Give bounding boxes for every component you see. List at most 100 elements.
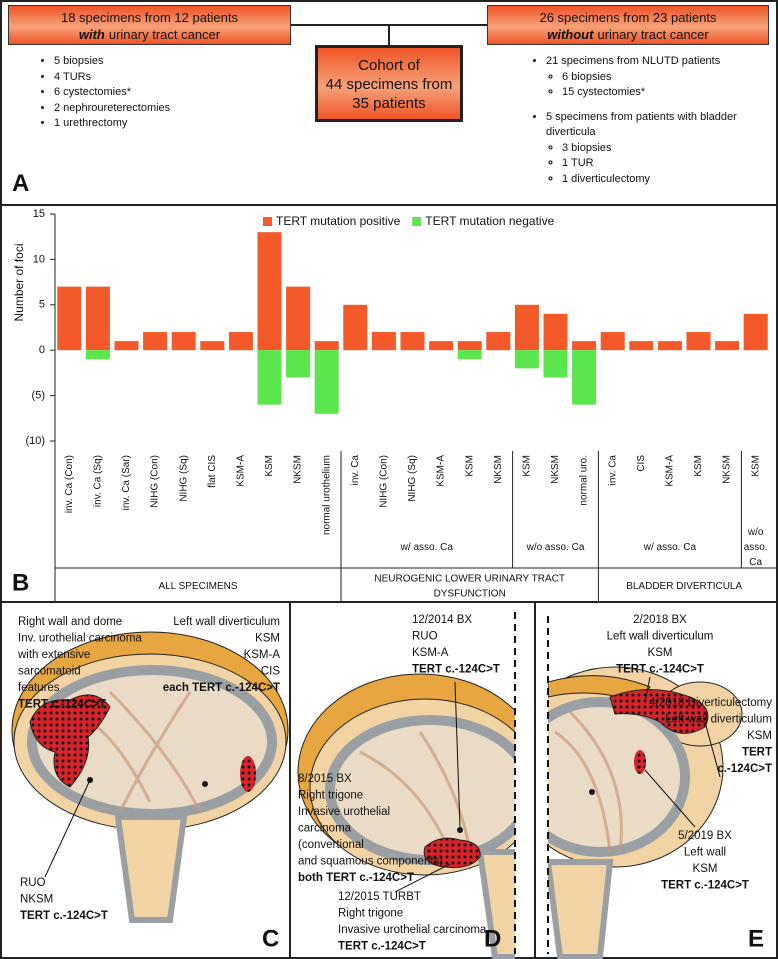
annotation-line: Inv. urothelial carcinoma [18, 633, 142, 645]
annotation-line: features [18, 682, 60, 694]
annotation-line: NKSM [20, 894, 53, 906]
x-tick-label: KSM-A [665, 455, 676, 487]
bladder-e [548, 666, 743, 959]
box-text: urinary tract cancer [108, 27, 221, 42]
bar [114, 341, 139, 351]
bar [543, 313, 568, 351]
x-tick-label: KSM [693, 455, 704, 477]
x-tick-label: CIS [636, 455, 647, 472]
list: 21 specimens from NLUTD patients 6 biops… [530, 54, 740, 187]
list-item: 2 nephroureterectomies [54, 101, 278, 117]
x-tick-label: NIHG (Con) [150, 455, 161, 508]
bar [85, 350, 110, 360]
y-tick-label: (10) [25, 435, 45, 447]
cohort-box: Cohort of 44 specimens from 35 patients [315, 45, 463, 122]
x-tick-label: KSM [522, 455, 533, 477]
legend-swatch [263, 217, 272, 226]
bar [257, 350, 282, 405]
x-tick-label: inv. Ca [607, 455, 618, 486]
list-item: 1 TUR [562, 156, 740, 172]
annotation-line: RUO [412, 631, 438, 643]
text-line: ALL SPECIMENS [158, 581, 237, 592]
text-line: w/ asso. Ca [643, 542, 697, 553]
panel-label: A [12, 170, 30, 197]
divider [0, 204, 778, 206]
emphasis: with [78, 27, 105, 42]
mutation-line: each TERT c.-124C>T [163, 682, 280, 694]
x-tick-label: NKSM [293, 455, 304, 484]
mutation-line: TERT c.-124C>T [661, 880, 749, 892]
annotation-line: 12/2014 BX [412, 614, 472, 626]
legend-swatch [412, 217, 422, 226]
bar [543, 350, 568, 378]
list-item: 6 cystectomies* [54, 85, 278, 101]
x-tick-label: NKSM [493, 455, 504, 484]
group-label: NEUROGENIC LOWER URINARY TRACT DYSFUNCTIO… [374, 573, 565, 599]
mutation-line: c.-124C>T [717, 763, 772, 775]
pointer [644, 676, 651, 703]
y-tick-label: 5 [39, 299, 45, 311]
group-label: BLADDER DIVERTICULA [626, 581, 742, 592]
bar [514, 304, 539, 351]
x-tick-label: NIHG (Con) [379, 455, 390, 508]
bar [257, 232, 282, 351]
x-tick-label: NIHG (Sq) [178, 455, 189, 502]
x-tick-label: NIHG (Sq) [407, 455, 418, 502]
pointer [644, 769, 696, 828]
item-text: 21 specimens from NLUTD patients [546, 55, 721, 67]
list: 5 biopsies 4 TURs 6 cystectomies* 2 neph… [38, 54, 278, 132]
item-text: 5 specimens from patients with bladder d… [546, 110, 737, 139]
bar [371, 332, 396, 351]
annotation-line: KSM-A [244, 649, 281, 661]
x-tick-label: inv. Ca (Con) [64, 455, 75, 513]
x-tick-label: inv. Ca (Sq) [93, 455, 104, 507]
text-line: w/o asso. Ca [526, 542, 585, 553]
box-line: 35 patients [352, 95, 426, 112]
bar [200, 341, 225, 351]
annotation-line: KSM-A [412, 647, 449, 659]
text-line: w/o [747, 527, 764, 538]
text-line: Ca [749, 557, 762, 568]
annotation-line: and squamous components) [298, 856, 443, 868]
text-line: DYSFUNCTION [434, 588, 506, 599]
bar [715, 341, 740, 351]
panel-label: C [262, 925, 279, 952]
annotation-line: sarcomatoid [18, 666, 81, 678]
pointer [394, 863, 451, 893]
annotation-line: (convertional [298, 839, 364, 851]
legend-label: TERT mutation negative [425, 214, 554, 228]
panel-label: B [12, 569, 29, 596]
x-tick-label: KSM [464, 455, 475, 477]
text-line: asso. [744, 542, 768, 553]
x-tick-label: KSM [750, 455, 761, 477]
bar [314, 350, 339, 414]
annotation-line: 4/2018 Diverticulectomy [649, 697, 772, 709]
panel-label: D [484, 925, 501, 952]
bar [514, 350, 539, 369]
left-box: 18 specimens from 12 patients with urinar… [8, 5, 291, 45]
x-tick-label: NKSM [722, 455, 733, 484]
bar [572, 350, 597, 405]
bar [457, 350, 482, 360]
sub-list: 3 biopsies 1 TUR 1 diverticulectomy [546, 141, 740, 188]
x-tick-label: NKSM [550, 455, 561, 484]
box-line: with urinary tract cancer [9, 26, 290, 43]
list-item: 1 diverticulectomy [562, 172, 740, 188]
annotation-line: CIS [261, 666, 281, 678]
annotation-line: KSM [693, 863, 718, 875]
bar [600, 332, 625, 351]
annotation-line: 8/2015 BX [298, 773, 352, 785]
list-item: 3 biopsies [562, 141, 740, 157]
mutation-line: both TERT c.-124C>T [298, 872, 414, 884]
annotation-line: Right wall and dome [18, 616, 122, 628]
panel-label: E [748, 925, 764, 952]
x-tick-label: inv. Ca (Sar) [121, 455, 132, 510]
annotation-line: 2/2018 BX [633, 614, 687, 626]
list-item: 15 cystectomies* [562, 85, 740, 101]
y-tick-label: 15 [33, 208, 45, 220]
right-list: 21 specimens from NLUTD patients 6 biops… [530, 54, 740, 187]
bar [657, 341, 682, 351]
legend-label: TERT mutation positive [276, 214, 401, 228]
x-tick-label: inv. Ca [350, 455, 361, 486]
